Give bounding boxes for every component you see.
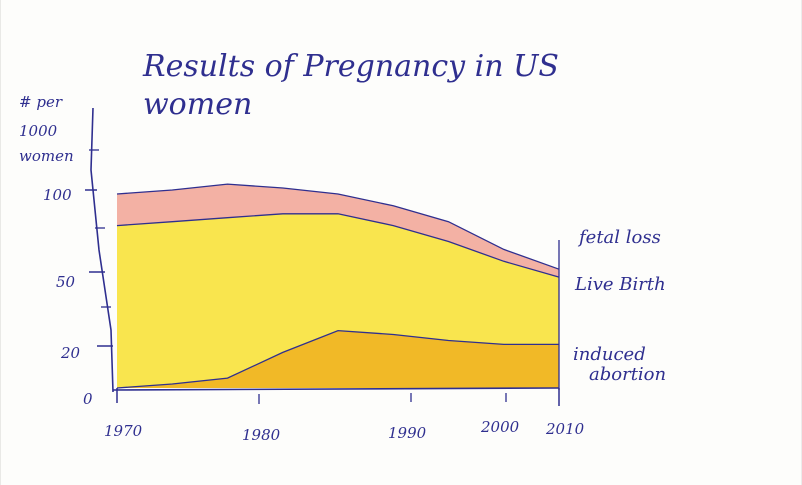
- x-tick-label-2010: 2010: [545, 420, 585, 438]
- y-tick-label-50: 50: [56, 273, 76, 291]
- y-axis-label-line-1: # per: [19, 93, 63, 111]
- y-tick-label-0: 0: [83, 390, 93, 408]
- series-label-induced-abortion-line-1: induced: [573, 344, 646, 365]
- induced-abortion-line: [116, 329, 559, 389]
- chart-title-line-2: women: [143, 87, 252, 122]
- y-axis-label-line-3: women: [19, 147, 74, 165]
- series-label-induced-abortion: induced abortion: [573, 344, 666, 385]
- live-birth-line: [116, 213, 560, 278]
- x-tick-label-1980: 1980: [242, 426, 281, 444]
- fetal-loss-area: [117, 184, 559, 278]
- y-tick-label-100: 100: [43, 186, 72, 204]
- series-label-induced-abortion-line-2: abortion: [589, 364, 666, 385]
- fetal-loss-line: [116, 183, 560, 270]
- series-label-live-birth: Live Birth: [574, 274, 666, 295]
- x-tick-label-2000: 2000: [480, 418, 520, 436]
- y-axis-label-line-2: 1000: [19, 122, 58, 140]
- induced-abortion-area: [117, 330, 559, 388]
- series-label-fetal-loss: fetal loss: [577, 227, 661, 248]
- y-axis-line: [90, 107, 114, 393]
- x-axis-line: [112, 387, 560, 391]
- y-tick-label-20: 20: [60, 344, 81, 362]
- x-tick-label-1970: 1970: [104, 422, 143, 440]
- chart-title-line-1: Results of Pregnancy in US: [142, 49, 559, 84]
- x-tick-label-1990: 1990: [388, 424, 427, 442]
